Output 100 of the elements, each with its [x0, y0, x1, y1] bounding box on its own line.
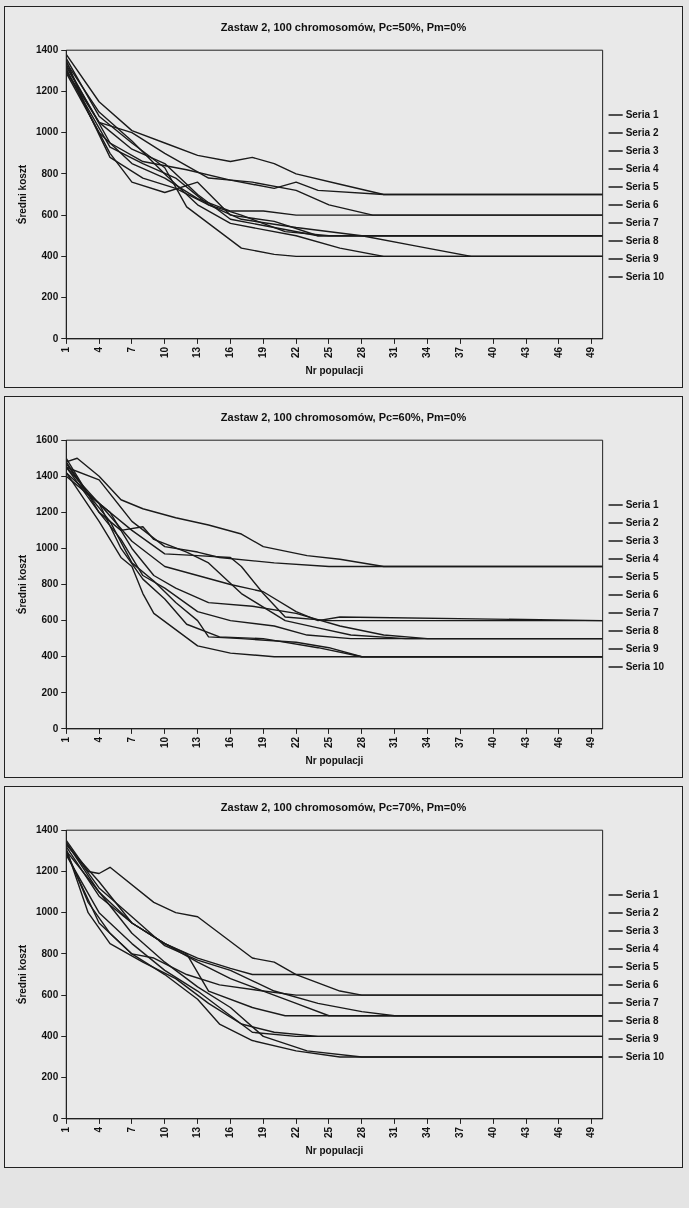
y-tick-label: 1000	[36, 906, 59, 918]
y-axis-title: Średni koszt	[15, 164, 28, 225]
x-tick-label: 49	[585, 1126, 597, 1138]
legend-label: Seria 8	[625, 1014, 659, 1026]
legend-label: Seria 9	[625, 1032, 659, 1044]
y-tick-label: 400	[41, 650, 59, 662]
x-tick-label: 31	[388, 346, 400, 358]
x-tick-label: 46	[552, 736, 564, 748]
legend-label: Seria 8	[625, 234, 659, 246]
x-tick-label: 19	[257, 346, 269, 358]
y-tick-label: 800	[41, 578, 59, 590]
y-tick-label: 1600	[36, 433, 59, 445]
legend-label: Seria 1	[625, 888, 659, 900]
x-tick-label: 40	[486, 1126, 498, 1138]
chart-title: Zastaw 2, 100 chromosomów, Pc=60%, Pm=0%	[220, 410, 467, 423]
legend-label: Seria 5	[625, 180, 659, 192]
y-tick-label: 1200	[36, 85, 59, 97]
x-tick-label: 16	[224, 346, 236, 358]
x-tick-label: 4	[92, 346, 104, 353]
x-tick-label: 10	[158, 736, 170, 748]
x-tick-label: 7	[125, 346, 137, 353]
y-axis-title: Średni koszt	[15, 944, 28, 1005]
y-tick-label: 1000	[36, 126, 59, 138]
x-tick-label: 43	[519, 1126, 531, 1138]
y-tick-label: 200	[41, 291, 59, 303]
x-tick-label: 34	[421, 736, 433, 748]
x-tick-label: 25	[322, 1126, 334, 1138]
y-tick-label: 600	[41, 208, 59, 220]
y-tick-label: 1400	[36, 470, 59, 482]
y-tick-label: 1400	[36, 823, 59, 835]
x-tick-label: 13	[191, 1126, 203, 1138]
legend-label: Seria 1	[625, 108, 659, 120]
legend-label: Seria 5	[625, 570, 659, 582]
y-tick-label: 0	[52, 332, 59, 344]
y-tick-label: 200	[41, 1071, 59, 1083]
legend-label: Seria 9	[625, 252, 659, 264]
legend-label: Seria 4	[625, 162, 659, 174]
x-tick-label: 28	[355, 736, 367, 748]
y-tick-label: 800	[41, 947, 59, 959]
y-tick-label: 800	[41, 167, 59, 179]
y-tick-label: 1000	[36, 542, 59, 554]
x-tick-label: 7	[125, 1126, 137, 1133]
legend-label: Seria 10	[625, 660, 665, 672]
x-tick-label: 13	[191, 736, 203, 748]
x-tick-label: 37	[454, 1126, 466, 1138]
x-tick-label: 10	[158, 346, 170, 358]
y-tick-label: 400	[41, 250, 59, 262]
x-tick-label: 19	[257, 736, 269, 748]
legend-label: Seria 10	[625, 1050, 665, 1062]
x-tick-label: 22	[289, 1126, 301, 1138]
legend-label: Seria 6	[625, 978, 659, 990]
legend-label: Seria 3	[625, 144, 659, 156]
legend-label: Seria 8	[625, 624, 659, 636]
legend-label: Seria 3	[625, 534, 659, 546]
legend-label: Seria 6	[625, 198, 659, 210]
x-axis-title: Nr populacji	[305, 1144, 364, 1156]
legend-label: Seria 2	[625, 126, 659, 138]
y-tick-label: 0	[52, 1112, 59, 1124]
x-tick-label: 1	[60, 1126, 71, 1133]
x-tick-label: 1	[60, 346, 71, 353]
y-tick-label: 600	[41, 614, 59, 626]
x-tick-label: 16	[224, 736, 236, 748]
x-tick-label: 34	[421, 346, 433, 358]
legend-label: Seria 5	[625, 960, 659, 972]
x-tick-label: 46	[552, 1126, 564, 1138]
x-axis-title: Nr populacji	[305, 364, 364, 376]
x-axis-title: Nr populacji	[305, 754, 364, 766]
legend-label: Seria 2	[625, 516, 659, 528]
x-tick-label: 22	[289, 346, 301, 358]
chart-title: Zastaw 2, 100 chromosomów, Pc=50%, Pm=0%	[220, 20, 467, 33]
y-tick-label: 0	[52, 722, 59, 734]
y-tick-label: 1200	[36, 865, 59, 877]
x-tick-label: 49	[585, 346, 597, 358]
x-tick-label: 28	[355, 346, 367, 358]
x-tick-label: 25	[322, 736, 334, 748]
x-tick-label: 34	[421, 1126, 433, 1138]
legend-label: Seria 6	[625, 588, 659, 600]
y-axis-title: Średni koszt	[15, 554, 28, 615]
legend-label: Seria 7	[625, 996, 659, 1008]
y-tick-label: 1200	[36, 506, 59, 518]
x-tick-label: 40	[486, 346, 498, 358]
x-tick-label: 37	[454, 736, 466, 748]
x-tick-label: 28	[355, 1126, 367, 1138]
x-tick-label: 1	[60, 736, 71, 743]
legend-label: Seria 7	[625, 606, 659, 618]
x-tick-label: 43	[519, 736, 531, 748]
legend-label: Seria 4	[625, 552, 659, 564]
x-tick-label: 16	[224, 1126, 236, 1138]
legend-label: Seria 4	[625, 942, 659, 954]
x-tick-label: 43	[519, 346, 531, 358]
x-tick-label: 49	[585, 736, 597, 748]
x-tick-label: 10	[158, 1126, 170, 1138]
y-tick-label: 600	[41, 988, 59, 1000]
x-tick-label: 22	[289, 736, 301, 748]
x-tick-label: 31	[388, 736, 400, 748]
chart-title: Zastaw 2, 100 chromosomów, Pc=70%, Pm=0%	[220, 800, 467, 813]
x-tick-label: 19	[257, 1126, 269, 1138]
legend-label: Seria 10	[625, 270, 665, 282]
x-tick-label: 25	[322, 346, 334, 358]
legend-label: Seria 7	[625, 216, 659, 228]
